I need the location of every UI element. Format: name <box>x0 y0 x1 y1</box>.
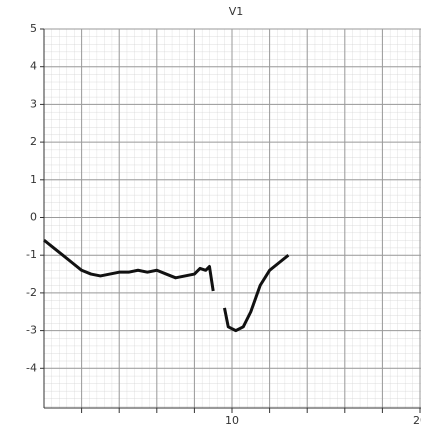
y-tick-label: -1 <box>26 248 37 261</box>
y-tick-label: 0 <box>30 211 37 224</box>
y-tick-label: -4 <box>26 361 37 374</box>
y-tick-label: 5 <box>30 22 37 35</box>
y-tick-label: 3 <box>30 97 37 110</box>
x-tick-label: 10 <box>225 414 239 427</box>
y-tick-label: -2 <box>26 286 37 299</box>
y-tick-label: 1 <box>30 173 37 186</box>
chart-title: V1 <box>229 5 244 18</box>
y-tick-label: -3 <box>26 324 37 337</box>
trace-line <box>43 238 290 333</box>
y-tick-label: 2 <box>30 135 37 148</box>
x-tick-label: 20 <box>413 414 421 427</box>
y-tick-label: 4 <box>30 60 37 73</box>
